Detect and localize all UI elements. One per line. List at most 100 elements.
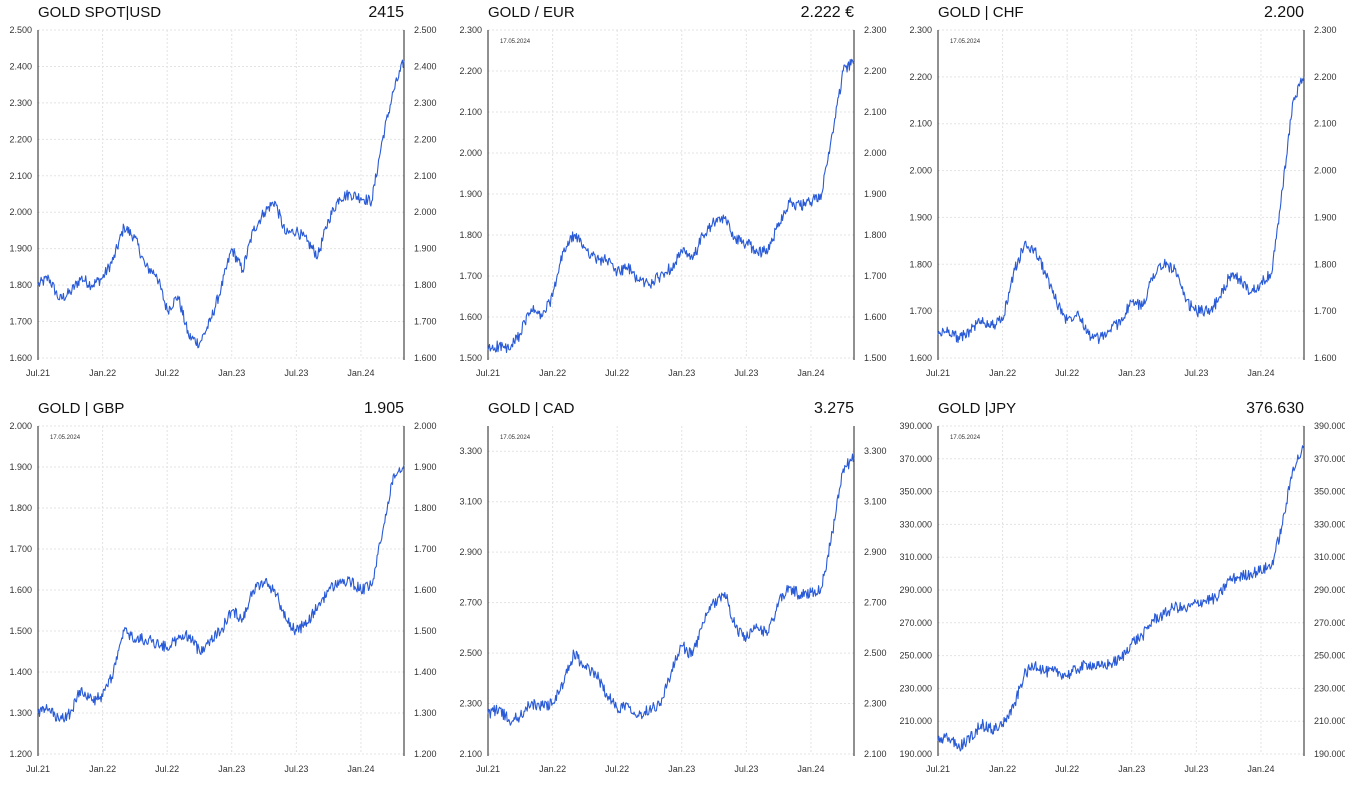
y-tick-label-right: 1.800: [864, 230, 887, 240]
y-tick-label-right: 270.000: [1314, 618, 1345, 628]
y-tick-label-right: 1.400: [414, 667, 437, 677]
x-tick-label: Jul.23: [284, 764, 308, 774]
last-value: 2.222 €: [800, 4, 854, 21]
y-tick-label-left: 2.300: [9, 98, 32, 108]
x-tick-label: Jul.21: [926, 764, 950, 774]
y-tick-label-right: 2.400: [414, 61, 437, 71]
x-tick-label: Jan.22: [539, 764, 566, 774]
y-tick-label-right: 390.000: [1314, 421, 1345, 431]
series-line: [937, 76, 1305, 345]
y-tick-label-right: 1.700: [864, 271, 887, 281]
y-tick-label-left: 1.900: [459, 189, 482, 199]
y-tick-label-right: 3.100: [864, 497, 887, 507]
x-tick-label: Jul.21: [26, 764, 50, 774]
x-tick-label: Jan.24: [1247, 764, 1274, 774]
x-tick-label: Jul.21: [26, 368, 50, 378]
chart-title: GOLD SPOT|USD: [38, 4, 162, 21]
y-tick-label-right: 3.300: [864, 446, 887, 456]
y-tick-label-right: 2.000: [414, 207, 437, 217]
x-tick-label: Jul.22: [605, 368, 629, 378]
y-tick-label-left: 250.000: [900, 651, 932, 661]
y-tick-label-right: 190.000: [1314, 749, 1345, 759]
y-tick-label-right: 1.600: [414, 585, 437, 595]
y-tick-label-right: 2.000: [1314, 166, 1337, 176]
y-tick-label-right: 1.900: [414, 244, 437, 254]
y-tick-label-left: 2.000: [909, 166, 932, 176]
y-tick-label-left: 2.200: [459, 66, 482, 76]
x-tick-label: Jul.22: [605, 764, 629, 774]
x-tick-label: Jul.22: [1055, 368, 1079, 378]
y-tick-label-right: 2.100: [864, 749, 887, 759]
y-tick-label-left: 1.900: [9, 462, 32, 472]
y-tick-label-right: 1.500: [864, 353, 887, 363]
x-tick-label: Jan.24: [347, 764, 374, 774]
y-tick-label-right: 1.700: [414, 317, 437, 327]
y-tick-label-left: 2.700: [459, 598, 482, 608]
y-tick-label-left: 2.400: [9, 61, 32, 71]
x-tick-label: Jan.23: [668, 368, 695, 378]
y-tick-label-right: 2.700: [864, 598, 887, 608]
y-tick-label-left: 1.800: [909, 259, 932, 269]
x-tick-label: Jan.22: [989, 368, 1016, 378]
y-tick-label-left: 1.200: [9, 749, 32, 759]
chart-panel-usd: GOLD SPOT|USD 2415 1.600 1.600 1.700 1.700 1…: [0, 0, 448, 390]
y-tick-label-left: 2.500: [459, 648, 482, 658]
y-tick-label-left: 1.800: [459, 230, 482, 240]
chart-panel-cad: GOLD | CAD 3.275 2.100 2.100 2.300 2.300 2.5…: [450, 396, 898, 786]
x-tick-label: Jan.24: [347, 368, 374, 378]
y-tick-label-left: 310.000: [900, 552, 932, 562]
y-tick-label-left: 2.200: [9, 134, 32, 144]
y-tick-label-left: 2.100: [909, 119, 932, 129]
line-chart: 1.200 1.200 1.300 1.300 1.400 1.400 1.500 1.500…: [9, 421, 437, 774]
y-tick-label-right: 2.100: [414, 171, 437, 181]
chart-title: GOLD | CAD: [488, 400, 575, 417]
y-tick-label-right: 1.600: [414, 353, 437, 363]
series-line: [37, 59, 405, 349]
date-label: 17.05.2024: [500, 435, 531, 441]
y-tick-label-left: 2.000: [9, 207, 32, 217]
y-tick-label-right: 2.900: [864, 547, 887, 557]
x-tick-label: Jul.21: [476, 368, 500, 378]
y-tick-label-right: 250.000: [1314, 651, 1345, 661]
y-tick-label-left: 350.000: [900, 487, 932, 497]
y-tick-label-left: 1.900: [909, 212, 932, 222]
series-line: [487, 58, 855, 354]
y-tick-label-right: 2.000: [864, 148, 887, 158]
y-tick-label-right: 1.900: [1314, 212, 1337, 222]
y-tick-label-left: 1.500: [459, 353, 482, 363]
chart-title: GOLD |JPY: [938, 400, 1017, 417]
x-tick-label: Jul.23: [734, 764, 758, 774]
y-tick-label-left: 1.900: [9, 244, 32, 254]
last-value: 1.905: [363, 400, 404, 417]
y-tick-label-right: 290.000: [1314, 585, 1345, 595]
x-tick-label: Jul.23: [284, 368, 308, 378]
x-tick-label: Jan.24: [797, 764, 824, 774]
y-tick-label-left: 1.700: [909, 306, 932, 316]
date-label: 17.05.2024: [500, 39, 531, 45]
y-tick-label-right: 1.900: [864, 189, 887, 199]
line-chart: 1.600 1.600 1.700 1.700 1.800 1.800 1.900 1.900…: [9, 25, 437, 378]
y-tick-label-right: 2.000: [414, 421, 437, 431]
y-tick-label-left: 2.500: [9, 25, 32, 35]
y-tick-label-right: 2.500: [864, 648, 887, 658]
last-value: 2.200: [1263, 4, 1304, 21]
chart-panel-eur: GOLD / EUR 2.222 € 1.500 1.500 1.600 1.600 1…: [450, 0, 898, 390]
y-tick-label-right: 330.000: [1314, 519, 1345, 529]
chart-title: GOLD | GBP: [38, 400, 125, 417]
y-tick-label-left: 2.300: [459, 699, 482, 709]
y-tick-label-left: 2.200: [909, 72, 932, 82]
y-tick-label-right: 2.300: [864, 25, 887, 35]
y-tick-label-left: 330.000: [900, 519, 932, 529]
line-chart: 2.100 2.100 2.300 2.300 2.500 2.500 2.700 2.700…: [459, 426, 887, 774]
y-tick-label-right: 1.500: [414, 626, 437, 636]
series-line: [37, 464, 405, 723]
last-value: 3.275: [813, 400, 854, 417]
x-tick-label: Jan.22: [989, 764, 1016, 774]
y-tick-label-left: 3.300: [459, 446, 482, 456]
y-tick-label-right: 1.700: [414, 544, 437, 554]
y-tick-label-left: 270.000: [900, 618, 932, 628]
y-tick-label-right: 1.900: [414, 462, 437, 472]
y-tick-label-right: 1.300: [414, 708, 437, 718]
x-tick-label: Jul.22: [155, 368, 179, 378]
series-line: [937, 445, 1305, 752]
